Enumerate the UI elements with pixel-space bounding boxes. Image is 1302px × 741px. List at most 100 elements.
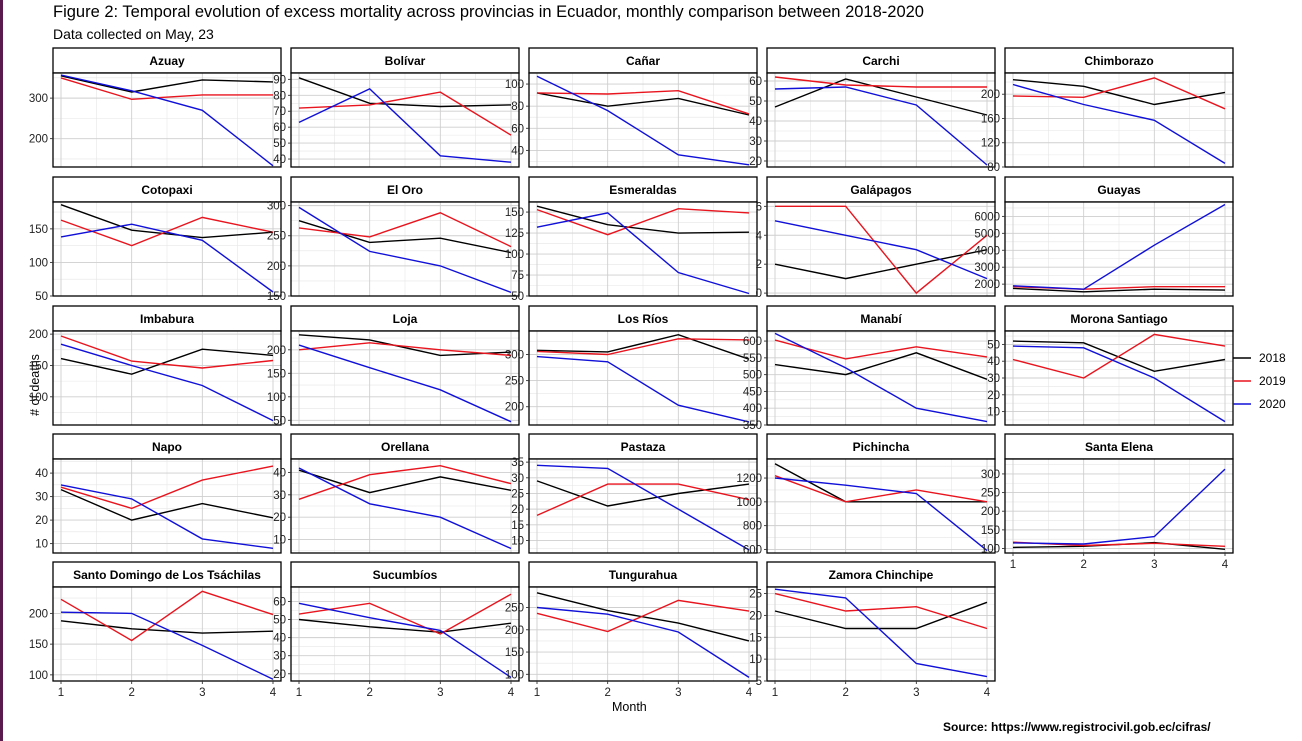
y-tick-label: 150	[267, 368, 286, 380]
series-line-2018	[774, 78, 988, 116]
y-tick-label: 150	[29, 360, 48, 372]
x-tick-label: 4	[270, 687, 277, 699]
series-line-2019	[60, 335, 274, 369]
series-line-2018	[298, 618, 512, 633]
series-line-2019	[1012, 333, 1226, 379]
strip-chimborazo	[1004, 47, 1234, 74]
y-tick-label: 450	[743, 386, 762, 398]
y-tick-label: 5000	[974, 228, 1000, 240]
y-tick-label: 4	[756, 230, 763, 242]
strip-label: Morona Santiago	[1070, 312, 1167, 326]
x-tick-label: 2	[842, 687, 848, 699]
series-line-2020	[774, 332, 988, 423]
strip-pichincha	[766, 433, 996, 460]
series-line-2018	[536, 592, 750, 642]
y-tick-label: 100	[267, 392, 286, 404]
y-tick-label: 10	[273, 535, 286, 547]
series-line-2020	[298, 344, 512, 423]
y-tick-label: 200	[505, 625, 524, 637]
x-tick-label: 1	[58, 687, 64, 699]
panel-canar: Cañar 40 60 80 100	[505, 47, 758, 168]
y-tick-label: 250	[267, 231, 286, 243]
panel-esmeraldas: Esmeraldas 50 75 100 125 150	[505, 176, 758, 303]
series-line-2019	[774, 339, 988, 360]
panel-zamora-chinchipe: Zamora Chinchipe 5 10 15 20 25 1 2 3 4	[749, 561, 996, 699]
y-tick-label: 2000	[974, 279, 1000, 291]
x-tick-label: 2	[604, 687, 610, 699]
x-tick-label: 1	[296, 687, 302, 699]
series-line-2019	[536, 207, 750, 236]
x-tick-label: 4	[508, 687, 515, 699]
y-tick-label: 6000	[974, 211, 1000, 223]
y-tick-label: 100	[29, 392, 48, 404]
strip-los-rios	[528, 305, 758, 332]
series-line-2018	[1012, 340, 1226, 373]
y-tick-label: 150	[29, 639, 48, 651]
series-line-2018	[536, 92, 750, 116]
y-tick-label: 5	[756, 676, 762, 688]
panel-carchi: Carchi 20 30 40 50 60	[749, 47, 996, 168]
series-line-2020	[536, 606, 750, 678]
strip-canar	[528, 47, 758, 74]
y-tick-label: 90	[273, 74, 286, 86]
y-tick-label: 250	[981, 488, 1000, 500]
y-tick-label: 70	[273, 106, 286, 118]
panel-los-rios: Los Ríos 200 250 300	[505, 305, 758, 426]
y-tick-label: 20	[987, 390, 1000, 402]
y-tick-label: 1200	[736, 473, 762, 485]
y-tick-label: 40	[273, 633, 286, 645]
series-line-2018	[60, 348, 274, 375]
x-tick-label: 1	[534, 687, 540, 699]
series-line-2018	[1012, 287, 1226, 293]
y-tick-label: 50	[273, 615, 286, 627]
series-line-2019	[536, 483, 750, 517]
panel-pichincha: Pichincha 600 800 1000 1200	[736, 433, 996, 556]
panel-el-oro: El Oro 150 200 250 300	[267, 176, 520, 303]
x-tick-label: 2	[1080, 559, 1086, 571]
y-tick-label: 300	[981, 469, 1000, 481]
strip-orellana	[290, 433, 520, 460]
series-line-2020	[536, 75, 750, 166]
panel-morona-santiago: Morona Santiago 10 20 30 40 50	[987, 305, 1234, 426]
series-line-2018	[774, 601, 988, 630]
series-line-2018	[60, 488, 274, 521]
y-tick-label: 10	[511, 535, 524, 547]
strip-label: Orellana	[381, 440, 429, 454]
y-tick-label: 100	[29, 257, 48, 269]
strip-label: Guayas	[1097, 183, 1141, 197]
y-tick-label: 20	[511, 504, 524, 516]
series-line-2019	[298, 212, 512, 248]
y-tick-label: 10	[35, 539, 48, 551]
strip-label: Napo	[152, 440, 182, 454]
y-tick-label: 50	[273, 138, 286, 150]
y-tick-label: 200	[29, 134, 48, 146]
panel-santa-elena: Santa Elena 100 150 200 250 300 1 2 3 4	[981, 433, 1234, 571]
y-tick-label: 40	[35, 468, 48, 480]
y-tick-label: 40	[749, 116, 762, 128]
panel-orellana: Orellana 10 20 30 40	[273, 433, 520, 554]
legend-label-2018: 2018	[1259, 351, 1286, 365]
legend: 2018 2019 2020	[1233, 351, 1286, 411]
strip-label: Santo Domingo de Los Tsáchilas	[73, 568, 261, 582]
series-line-2020	[774, 588, 988, 678]
y-tick-label: 100	[505, 669, 524, 681]
legend-label-2020: 2020	[1259, 397, 1286, 411]
x-tick-label: 4	[746, 687, 753, 699]
y-tick-label: 100	[981, 544, 1000, 556]
strip-label: Azuay	[149, 54, 185, 68]
panel-guayas: Guayas 2000 3000 4000 5000 6000	[974, 176, 1234, 297]
y-tick-label: 200	[267, 345, 286, 357]
y-tick-label: 80	[987, 162, 1000, 174]
strip-label: Carchi	[862, 54, 899, 68]
panel-napo: Napo 10 20 30 40	[35, 433, 282, 554]
series-line-2019	[1012, 77, 1226, 110]
y-tick-label: 50	[273, 415, 286, 427]
y-tick-label: 350	[743, 420, 762, 432]
strip-santa-elena	[1004, 433, 1234, 460]
strip-label: Bolívar	[385, 54, 426, 68]
x-tick-label: 1	[1010, 559, 1016, 571]
panel-manabi: Manabí 350 400 450 500 550 600	[743, 305, 996, 432]
y-tick-label: 60	[273, 122, 286, 134]
series-line-2018	[1012, 79, 1226, 106]
y-tick-label: 20	[749, 156, 762, 168]
